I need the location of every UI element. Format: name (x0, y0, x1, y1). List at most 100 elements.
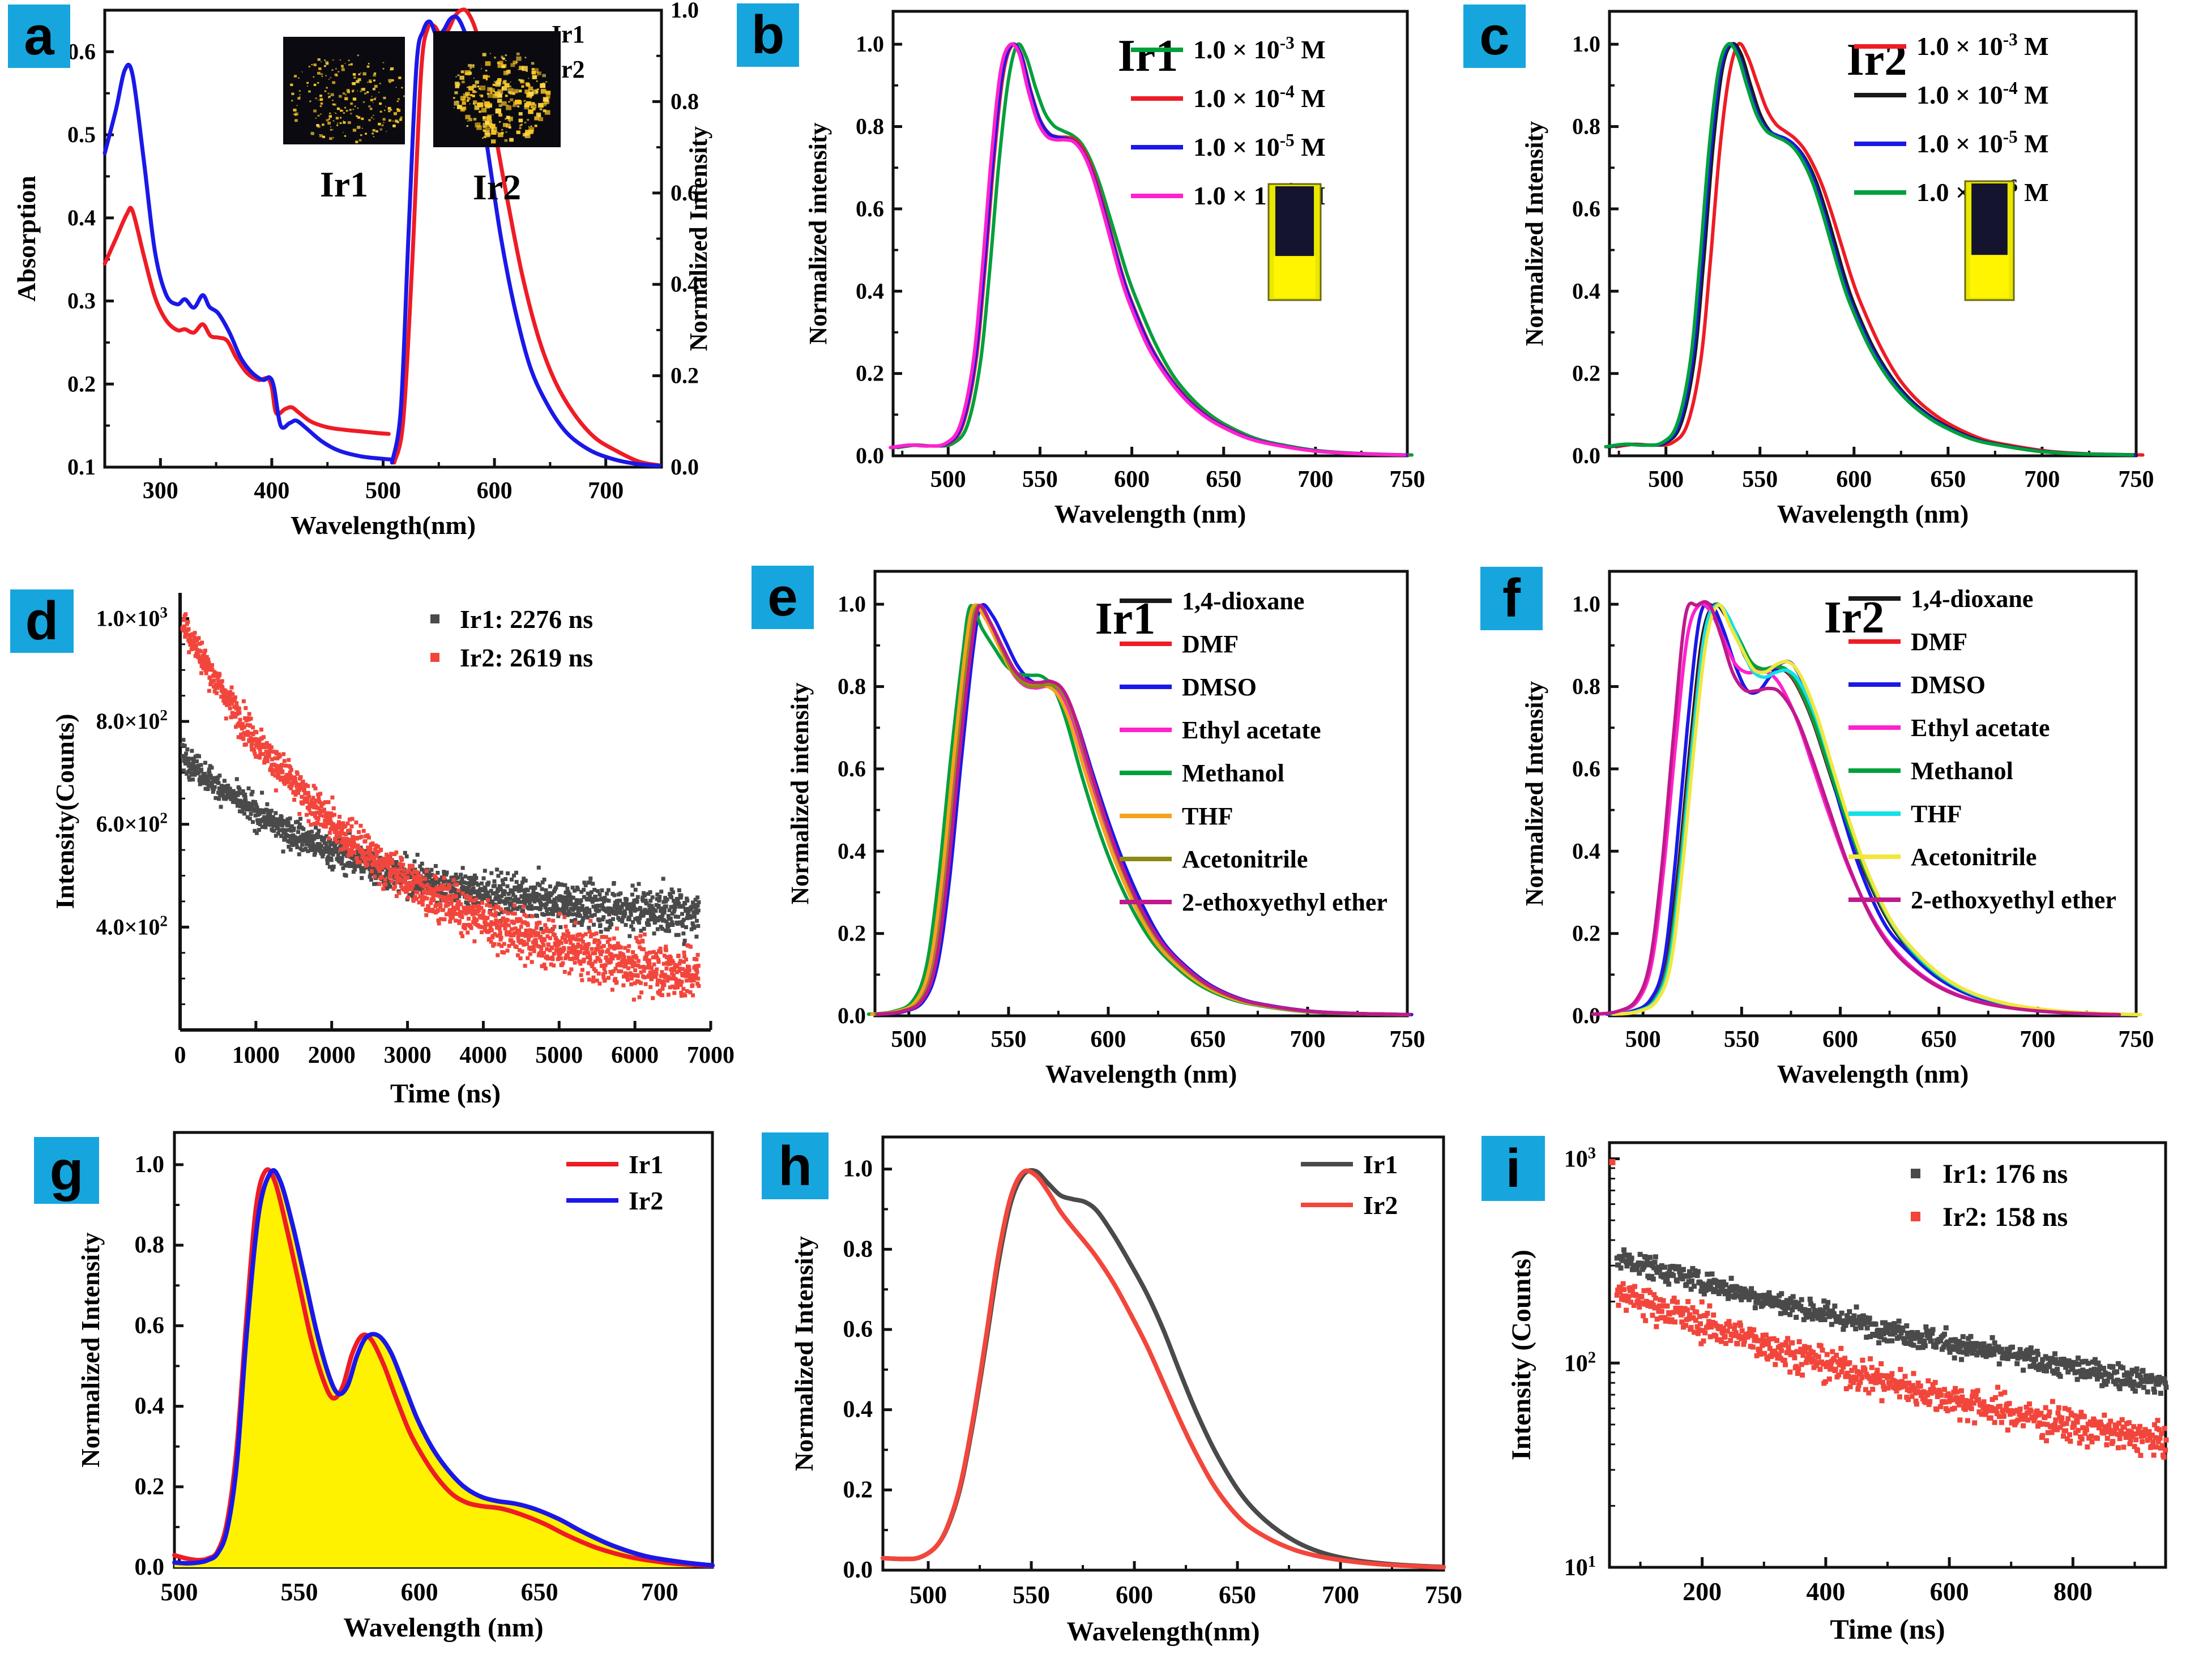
chart-text: 1.0 (671, 0, 699, 23)
plot-canvas: 0.0 0.2 0.4 0.6 0.8 1.0 500 550 600 650 700 750 Wave… (786, 570, 1425, 1088)
chart-text: 0.0 (671, 454, 699, 480)
panel-h: h 0.0 0.2 0.4 0.6 0.8 1.0 500 550 600 650 700 750 Wav… (729, 1120, 1462, 1680)
chart-text: Ir1: 176 ns (1942, 1159, 2068, 1189)
chart-text: 0.5 (67, 122, 96, 147)
chart-text: 2-ethoxyethyl ether (1182, 888, 1387, 916)
chart-text: 550 (1022, 467, 1058, 493)
chart-text: 500 (910, 1581, 947, 1609)
chart-text: 0.2 (1572, 361, 1600, 386)
chart-text: 7000 (687, 1042, 735, 1068)
chart-text: 500 (1625, 1027, 1661, 1053)
data-curve (1614, 41, 2145, 457)
chart-text: Ir1 (1363, 1150, 1398, 1179)
chart-text: 700 (1290, 1027, 1325, 1053)
chart-text: THF (1182, 802, 1233, 830)
chart-text: 750 (2119, 1027, 2154, 1053)
data-curve (889, 42, 1407, 457)
chart-text: 0.1 (67, 454, 96, 480)
chart-text: 500 (930, 467, 966, 493)
data-curve (896, 42, 1414, 457)
chart-text: Ethyl acetate (1911, 714, 2050, 742)
chart-text: 0.8 (1572, 114, 1600, 139)
data-curve (876, 604, 1412, 1016)
chart-text: 0.8 (135, 1232, 165, 1258)
panel-c: c 0.0 0.2 0.4 0.6 0.8 1.0 500 550 600 650 700 750 Wav… (1458, 0, 2186, 560)
chart-text: 550 (990, 1027, 1026, 1053)
chart-text: 400 (1806, 1577, 1845, 1606)
chart-text: 0.6 (1572, 196, 1600, 221)
chart-text: 600 (1090, 1027, 1126, 1053)
plot-canvas: 0.0 0.2 0.4 0.6 0.8 1.0 500 550 600 650 700 750 Wave… (1521, 10, 2154, 528)
chart-text: DMSO (1182, 673, 1257, 701)
chart-text: 102 (1564, 1349, 1596, 1377)
chart-text: 1.0 (1572, 31, 1600, 57)
chart-text: 0.8 (671, 88, 699, 114)
chart-text: 0.2 (135, 1474, 165, 1500)
chart-text: 1.0 × 10-3 M (1916, 29, 2049, 61)
panel-label-a: a (8, 5, 70, 68)
chart-text: 0.6 (856, 196, 884, 221)
chart-text: 0.6 (671, 180, 699, 206)
scatter-series (290, 54, 406, 143)
chart-text: 650 (1921, 1027, 1957, 1053)
panel-label-g: g (34, 1137, 99, 1204)
chart-text: 750 (1390, 467, 1425, 493)
chart-text: 1.0 (135, 1152, 165, 1178)
scatter-series (452, 52, 551, 144)
panel-label-i: i (1481, 1136, 1545, 1201)
data-curve (1612, 603, 2142, 1016)
chart-text: Wavelength (nm) (1045, 1059, 1237, 1088)
chart-text: 1.0 (843, 1156, 873, 1182)
chart-text: Ir1 (320, 164, 368, 204)
chart-text: Methanol (1182, 759, 1284, 787)
plot-canvas: 4.0×102 6.0×102 8.0×102 1.0×103 0 1000 2000 300… (50, 593, 735, 1109)
chart-text: 700 (2020, 1027, 2055, 1053)
chart-text: 700 (1297, 467, 1333, 493)
chart-text: 101 (1564, 1553, 1596, 1581)
chart-text: 400 (254, 478, 289, 504)
chart-text: 600 (1114, 467, 1150, 493)
plot-canvas: 0.1 0.2 0.3 0.4 0.5 0.6 0.0 0.2 0.4 0.6 0.8 1.0 300 4… (12, 0, 712, 540)
panel-i: i 101 102 103 200 400 600 800 Time (ns) Intensity… (1458, 1120, 2186, 1680)
chart-text: 0.8 (856, 114, 884, 139)
chart-text: 650 (521, 1578, 558, 1606)
chart-text: 1.0 (856, 31, 884, 57)
chart-text: 500 (365, 478, 401, 504)
chart-text: Ir2: 2619 ns (460, 643, 593, 672)
chart-text: Ir2: 158 ns (1942, 1202, 2068, 1232)
chart-text: 550 (1742, 467, 1778, 493)
panel-label-h: h (762, 1132, 829, 1199)
panel-label-b: b (737, 3, 799, 67)
data-curve (881, 1168, 1446, 1570)
chart-text: 0.0 (843, 1557, 873, 1583)
chart-text: Ir2 (1847, 35, 1907, 85)
chart-text: 1.0 × 10-3 M (1193, 33, 1326, 65)
data-curve (881, 1168, 1446, 1570)
panel-d: d 4.0×102 6.0×102 8.0×102 1.0×103 0 1000 2000 30… (0, 560, 735, 1120)
scatter-series (180, 738, 701, 946)
panel-a: a 0.1 0.2 0.3 0.4 0.5 0.6 0.0 0.2 0.4 0.6 0.8 1.0 300… (0, 0, 728, 560)
chart-text: 1,4-dioxane (1182, 587, 1304, 615)
chart-text: Wavelength(nm) (1066, 1617, 1259, 1647)
chart-text: 6.0×102 (96, 810, 168, 837)
chart-text: Ir1: 2276 ns (460, 605, 593, 634)
chart-text: 650 (1206, 467, 1241, 493)
chart-text: 0.8 (838, 674, 866, 699)
chart-text: 700 (1322, 1581, 1359, 1609)
data-curve (877, 602, 1414, 1016)
chart-text: Normalized Intensity (1521, 681, 1548, 906)
chart-text: Ir2 (1824, 593, 1885, 643)
chart-text: 0.4 (856, 278, 884, 303)
data-curve (172, 1168, 715, 1568)
chart-text: 600 (401, 1578, 438, 1606)
data-curve (103, 206, 391, 436)
panel-label-c: c (1463, 5, 1526, 68)
chart-text: 5000 (535, 1042, 583, 1068)
chart-text: 600 (1836, 467, 1872, 493)
chart-text: Intensity (Counts) (1506, 1250, 1536, 1460)
plot-canvas: 0.0 0.2 0.4 0.6 0.8 1.0 500 550 600 650 700 Wavelen… (76, 1131, 715, 1643)
chart-text: Normalized Intensity (685, 126, 712, 351)
chart-text: Wavelength (nm) (343, 1613, 543, 1643)
chart-text: 0.2 (67, 371, 96, 396)
chart-text: 600 (477, 478, 513, 504)
